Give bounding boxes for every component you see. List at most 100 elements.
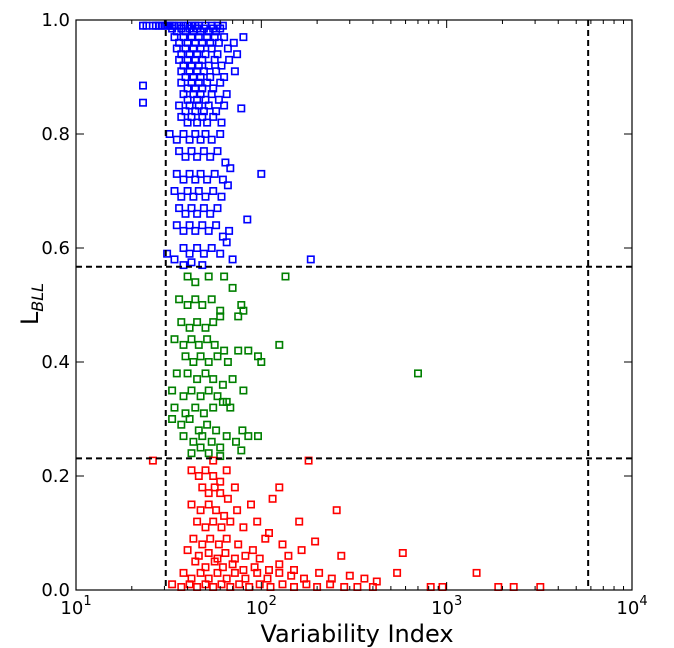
x-tick-label-exponent: 4 (639, 594, 647, 609)
data-point (212, 67, 221, 76)
data-point (183, 272, 192, 281)
data-point (187, 386, 196, 395)
data-point (214, 95, 223, 104)
data-point (177, 112, 186, 121)
data-point (261, 534, 270, 543)
data-point (199, 147, 208, 156)
x-tick-label-exponent: 3 (454, 594, 462, 609)
data-point (295, 517, 304, 526)
x-tick-label: 101 (60, 594, 91, 619)
data-point (187, 147, 196, 156)
data-point (216, 312, 225, 321)
data-point (217, 580, 226, 589)
data-point (223, 357, 232, 366)
data-point (203, 78, 212, 87)
data-point (289, 582, 298, 591)
data-point (243, 215, 252, 224)
data-point (209, 318, 218, 327)
x-tick-label: 104 (616, 594, 647, 619)
data-point (220, 511, 229, 520)
data-point (193, 318, 202, 327)
data-point (239, 565, 248, 574)
data-point (204, 500, 213, 509)
data-point (494, 582, 503, 591)
data-point (210, 55, 219, 64)
data-point (204, 548, 213, 557)
data-point (210, 557, 219, 566)
x-tick-label-exponent: 1 (83, 594, 91, 609)
y-tick-label: 0.4 (41, 352, 70, 373)
data-point (212, 426, 221, 435)
data-point (199, 204, 208, 213)
data-point (187, 112, 196, 121)
data-point (181, 107, 190, 116)
data-point (201, 369, 210, 378)
data-point (234, 312, 243, 321)
data-point (225, 55, 234, 64)
data-point (438, 582, 447, 591)
data-point (191, 557, 200, 566)
data-point (398, 548, 407, 557)
data-point (189, 192, 198, 201)
data-point (196, 443, 205, 452)
data-point (170, 403, 179, 412)
data-point (232, 437, 241, 446)
data-point (172, 369, 181, 378)
data-point (187, 449, 196, 458)
data-point (229, 38, 238, 47)
data-point (204, 101, 213, 110)
data-point (206, 152, 215, 161)
data-point (207, 437, 216, 446)
data-point (234, 540, 243, 549)
data-point (185, 580, 194, 589)
data-point (230, 568, 239, 577)
data-point (185, 249, 194, 258)
data-point (220, 346, 229, 355)
x-tick-label-base: 10 (616, 598, 639, 619)
data-point (199, 249, 208, 258)
y-tick-labels: 0.0 0.2 0.4 0.6 0.8 1.0 (41, 10, 70, 601)
data-point (222, 90, 231, 99)
data-point (413, 369, 422, 378)
data-point (206, 209, 215, 218)
data-point (191, 278, 200, 287)
data-point (196, 44, 205, 53)
data-point (247, 500, 256, 509)
points-layer (139, 21, 545, 591)
x-tick-label-base: 10 (60, 598, 83, 619)
data-point (201, 563, 210, 572)
data-point (204, 449, 213, 458)
data-point (139, 81, 148, 90)
data-point (198, 432, 207, 441)
data-point (203, 335, 212, 344)
data-point (201, 323, 210, 332)
data-point (536, 582, 545, 591)
data-point (337, 551, 346, 560)
data-point (204, 386, 213, 395)
data-point (213, 352, 222, 361)
data-point (287, 571, 296, 580)
data-point (228, 255, 237, 264)
data-point (253, 568, 262, 577)
data-point (284, 551, 293, 560)
data-point (191, 226, 200, 235)
data-point (183, 369, 192, 378)
data-point (181, 44, 190, 53)
plot-frame (75, 19, 633, 591)
data-point (257, 357, 266, 366)
data-point (177, 192, 186, 201)
data-point (179, 340, 188, 349)
data-point (177, 582, 186, 591)
data-point (275, 568, 284, 577)
data-point (360, 574, 369, 583)
data-point (189, 357, 198, 366)
data-point (226, 403, 235, 412)
data-point (203, 118, 212, 127)
data-point (206, 534, 215, 543)
data-point (198, 483, 207, 492)
data-point (199, 67, 208, 76)
y-tick-label: 0.8 (41, 124, 70, 145)
data-point (179, 261, 188, 270)
data-point (194, 187, 203, 196)
data-point (218, 563, 227, 572)
